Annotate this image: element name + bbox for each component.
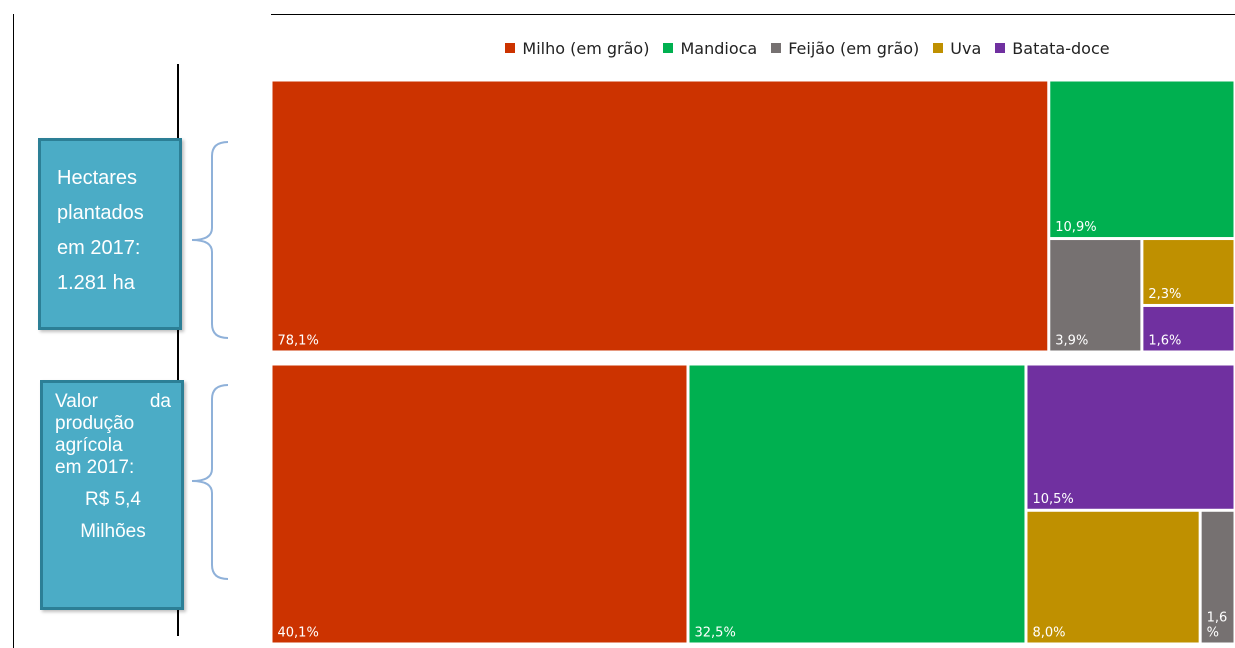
treemap-tile [1143,306,1234,351]
treemap-value-label: 1,6% [1207,611,1228,641]
chart-legend: Milho (em grão) Mandioca Feijão (em grão… [0,36,1235,60]
valor-brace-icon [191,384,229,580]
legend-label: Feijão (em grão) [788,38,920,58]
frame-top-border [271,14,1235,15]
treemap-value-label: 8,0% [1032,626,1065,641]
legend-swatch [933,43,944,53]
treemap-value-label: 10,5% [1032,492,1073,507]
treemap-tile [1050,240,1141,351]
legend-item-uva: Uva [933,39,981,58]
treemap-tile [272,365,687,643]
valor-label-box: Valor da produção agrícola em 2017: R$ 5… [40,380,184,610]
treemap-tile [272,81,1048,351]
hectares-label-box: Hectares plantados em 2017: 1.281 ha [38,138,182,330]
hectares-line: Hectares [57,167,138,189]
hectares-line: plantados [57,202,144,224]
valor-line: em 2017: [55,457,135,478]
legend-item-feijao: Feijão (em grão) [771,39,919,58]
hectares-value: 1.281 ha [57,272,135,294]
valor-word: Valor [55,391,98,412]
hectares-brace-icon [191,141,229,339]
legend-item-milho: Milho (em grão) [505,39,649,58]
valor-word: da [149,391,171,412]
valor-line: Valor da [55,391,171,413]
treemap-tile [689,365,1025,643]
valor-unit: Milhões [80,521,146,542]
legend-label: Batata-doce [1012,38,1110,58]
legend-label: Milho (em grão) [522,38,650,58]
treemap-value-label: 1,6% [1148,334,1181,349]
treemap-tile [1201,511,1234,643]
legend-item-batata-doce: Batata-doce [995,38,1110,58]
legend-item-mandioca: Mandioca [663,39,757,58]
treemap-tile [1027,511,1199,643]
legend-swatch [771,43,782,53]
valor-line: agrícola [55,435,123,456]
treemap-tile [1143,240,1234,304]
treemap-value-label: 2,3% [1148,287,1181,302]
treemap-value-label: 40,1% [278,626,319,641]
vertical-axis-line [177,64,179,636]
treemap-value-label: 3,9% [1055,334,1088,349]
treemap-tile [1050,81,1234,238]
valor-line: produção [55,413,135,434]
treemap-value-label: 32,5% [695,626,736,641]
legend-swatch [995,43,1006,53]
legend-swatch [505,43,516,53]
treemap-value-label: 78,1% [278,334,319,349]
frame-left-border [13,14,14,648]
treemap-tile [1027,365,1234,509]
hectares-line: em 2017: [57,237,141,259]
legend-swatch [663,43,674,53]
legend-label: Uva [950,38,982,58]
treemap-value-label: 10,9% [1055,220,1096,235]
legend-label: Mandioca [680,38,758,58]
valor-amount: R$ 5,4 [85,489,141,510]
